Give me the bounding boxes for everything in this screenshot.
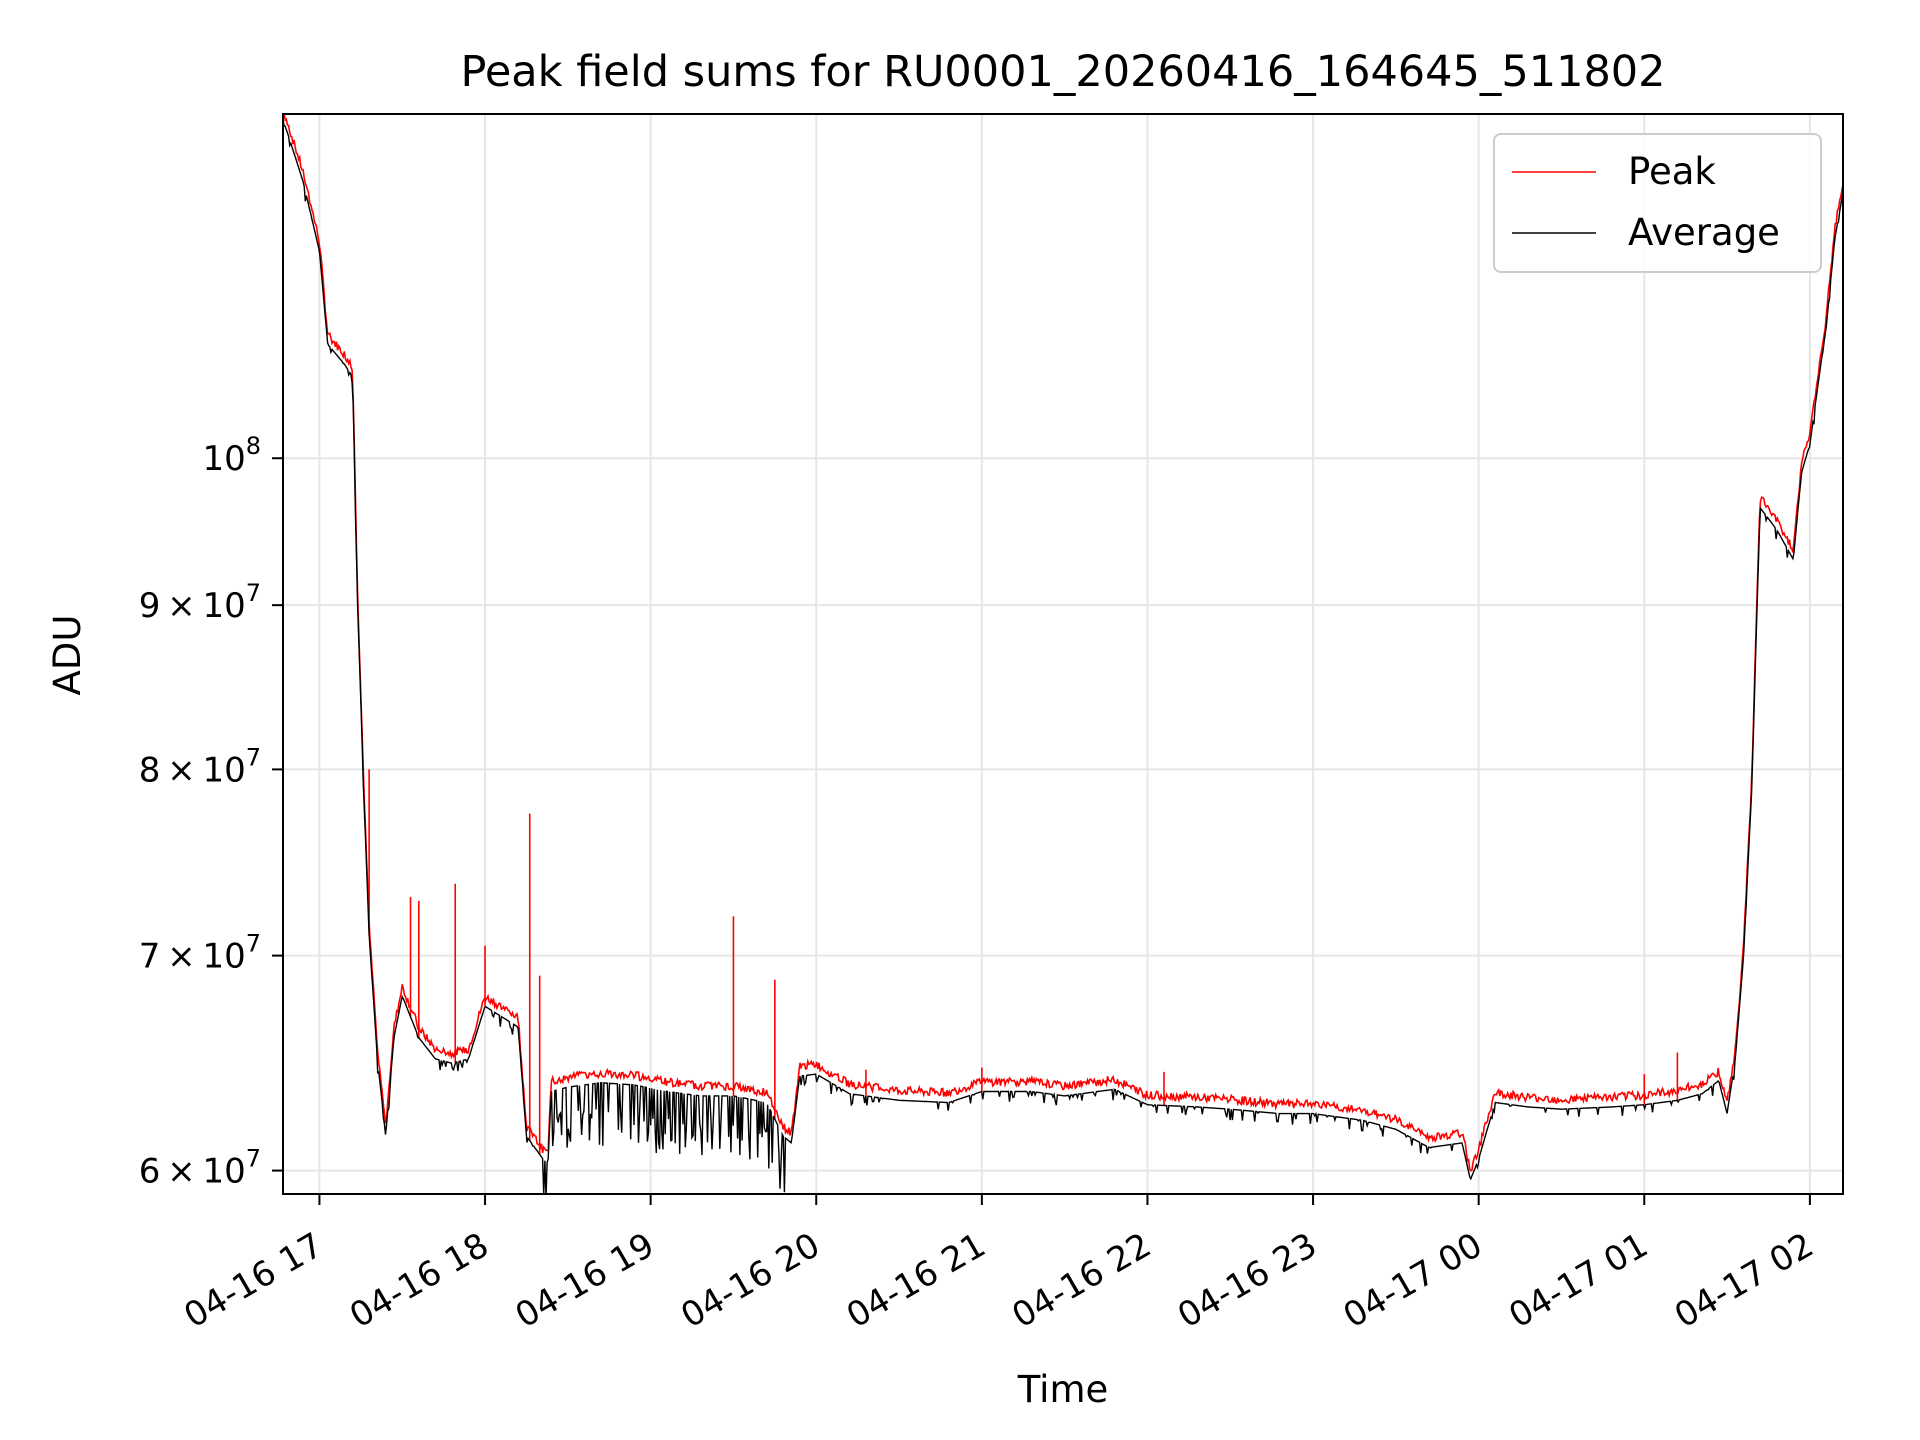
legend-box xyxy=(1493,133,1822,273)
grid xyxy=(283,114,1843,1194)
y-tick-label: 7 × 107 xyxy=(139,930,261,977)
legend-label-peak: Peak xyxy=(1628,150,1716,193)
y-tick-label: 9 × 107 xyxy=(139,579,261,626)
plot-frame xyxy=(282,113,1844,1195)
legend: Peak Average xyxy=(1493,133,1822,273)
average-line xyxy=(283,119,1843,1194)
peak-line xyxy=(283,114,1843,1172)
y-tick-label: 6 × 107 xyxy=(139,1145,261,1192)
plot-series xyxy=(283,114,1843,1194)
legend-label-average: Average xyxy=(1628,211,1780,254)
y-tick-label: 8 × 107 xyxy=(139,743,261,790)
x-axis-label: Time xyxy=(1017,1368,1109,1411)
y-tick-label: 108 xyxy=(202,432,261,479)
y-axis-label: ADU xyxy=(46,615,89,696)
chart-title: Peak field sums for RU0001_20260416_1646… xyxy=(460,47,1665,97)
y-ticks: 6 × 107 7 × 107 8 × 107 9 × 107 108 xyxy=(139,432,283,1192)
